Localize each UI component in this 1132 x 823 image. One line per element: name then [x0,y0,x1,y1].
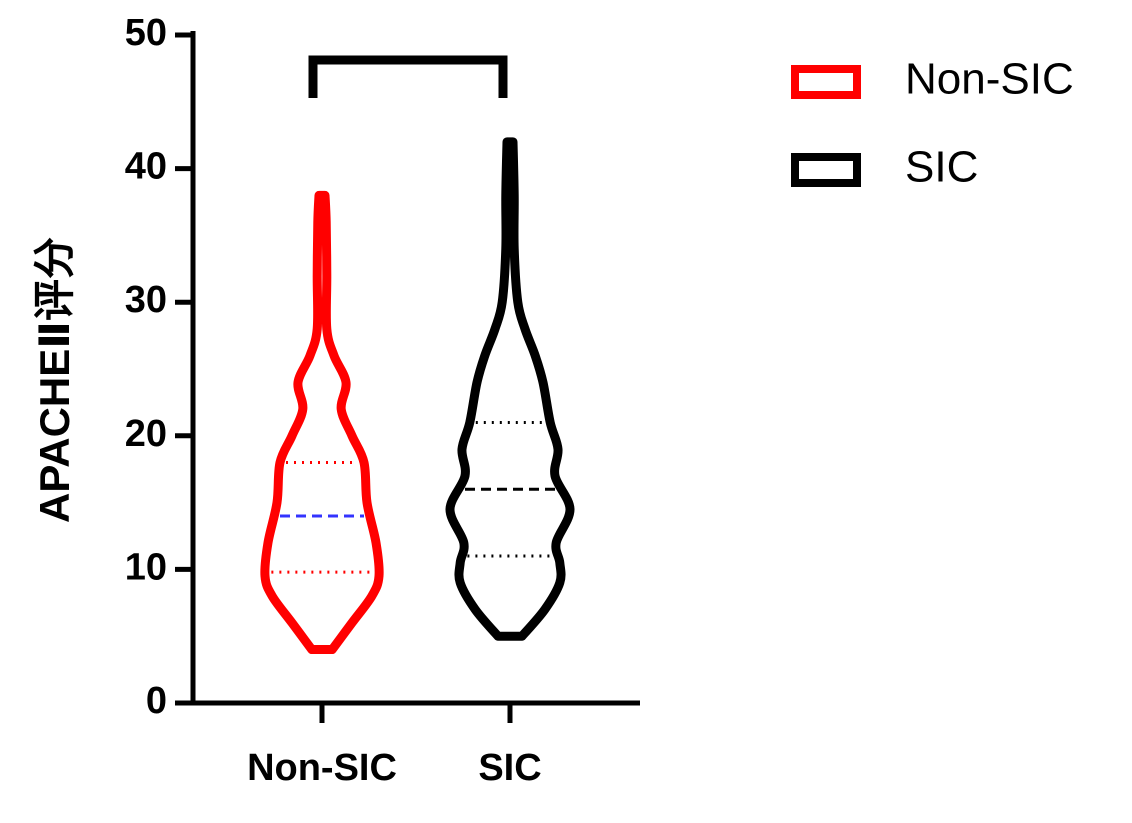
legend-swatch [791,65,861,99]
y-tick-label: 0 [146,680,167,722]
x-tick-label: Non-SIC [247,747,397,789]
y-tick-label: 40 [125,146,167,188]
legend-label: Non-SIC [905,55,1074,104]
x-tick-label: SIC [478,747,541,789]
y-axis-label: APACHEⅡ评分 [31,237,78,523]
legend-label: SIC [905,143,978,192]
y-tick-label: 50 [125,12,167,54]
y-tick-label: 30 [125,279,167,321]
y-tick-label: 20 [125,413,167,455]
y-tick-label: 10 [125,546,167,588]
violin [445,137,575,641]
violin [260,190,384,655]
legend-swatch [791,153,861,187]
significance-bracket [308,55,508,98]
